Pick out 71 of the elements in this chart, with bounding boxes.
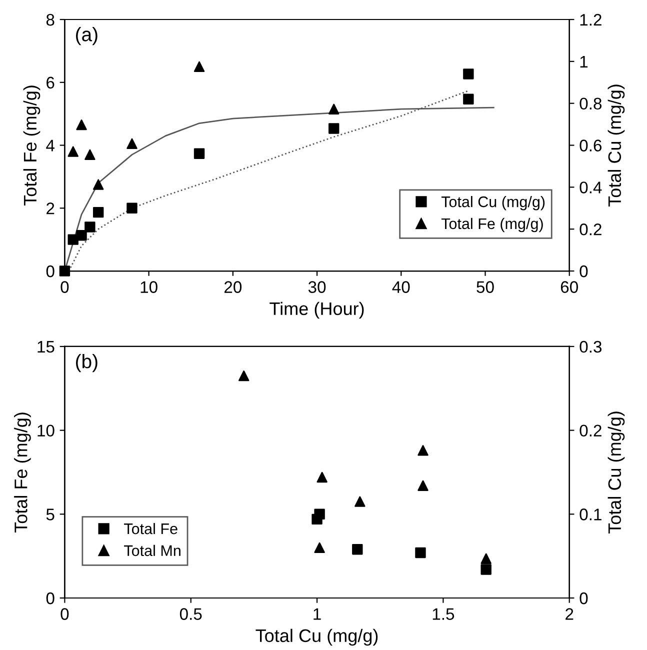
- x-tick-label: 10: [140, 281, 158, 293]
- point: [92, 179, 104, 190]
- y2-tick-label: 1.2: [580, 14, 602, 26]
- point: [59, 266, 70, 276]
- y-axis-title: Total Fe (mg/g): [23, 86, 40, 206]
- x-tick-label: 2: [566, 608, 574, 620]
- y-tick-label: 8: [46, 14, 54, 26]
- point: [194, 61, 205, 72]
- y2-tick-label: 0.1: [580, 508, 602, 520]
- y-axis-title: Total Fe (mg/g): [14, 412, 31, 533]
- y-tick-label: 15: [38, 341, 54, 353]
- annotation: (a): [76, 27, 98, 46]
- point: [418, 445, 428, 456]
- y2-tick-label: 0.6: [580, 140, 602, 152]
- point: [76, 230, 87, 241]
- x-tick-label: 40: [392, 281, 410, 293]
- point: [314, 508, 325, 520]
- point: [463, 94, 474, 104]
- point: [238, 370, 250, 382]
- y-tick-label: 0: [46, 265, 54, 278]
- y-tick-label: 4: [46, 140, 54, 152]
- x-tick-label: 20: [224, 281, 242, 293]
- y2-tick-label: 0: [580, 592, 588, 604]
- point: [194, 148, 205, 159]
- x-tick-label: 1: [314, 608, 321, 620]
- x-tick-label: 50: [476, 281, 494, 293]
- y2-axis-title: Total Cu (mg/g): [608, 84, 625, 207]
- y2-tick-label: 1: [580, 56, 588, 68]
- point: [463, 68, 474, 80]
- y-tick-label: 6: [46, 76, 54, 89]
- point: [84, 222, 96, 232]
- legend-label: Total Fe (mg/g): [441, 218, 543, 232]
- y2-tick-label: 0: [580, 265, 588, 278]
- y2-tick-label: 0.3: [580, 340, 602, 353]
- x-axis-title: Total Cu (mg/g): [256, 628, 378, 646]
- point: [480, 564, 492, 575]
- point: [314, 542, 325, 554]
- point: [328, 123, 340, 134]
- y-tick-label: 10: [38, 424, 54, 437]
- y-tick-label: 0: [46, 592, 54, 604]
- x-tick-label: 0: [60, 281, 69, 293]
- y2-axis-title: Total Cu (mg/g): [608, 412, 625, 534]
- y2-tick-label: 0.4: [580, 182, 602, 194]
- point: [354, 496, 366, 507]
- point: [415, 547, 426, 558]
- legend-label: Total Fe: [124, 522, 178, 534]
- y-tick-label: 2: [46, 202, 54, 214]
- point: [84, 149, 96, 160]
- x-tick-label: 0.5: [180, 608, 202, 620]
- y2-tick-label: 0.8: [580, 98, 602, 110]
- legend-label: Total Mn: [124, 544, 180, 556]
- legend-label: Total Cu (mg/g): [441, 196, 545, 210]
- point: [126, 202, 138, 214]
- x-tick-label: 0: [60, 608, 69, 620]
- point: [328, 104, 340, 114]
- y2-tick-label: 0.2: [580, 424, 602, 437]
- point: [480, 553, 492, 564]
- x-tick-label: 1.5: [432, 608, 454, 620]
- point: [76, 119, 87, 130]
- point: [92, 206, 104, 218]
- y-tick-label: 5: [46, 508, 54, 520]
- point: [352, 544, 363, 555]
- point: [418, 480, 428, 492]
- x-tick-label: 60: [560, 281, 578, 293]
- point: [126, 138, 138, 150]
- x-tick-label: 30: [308, 281, 326, 293]
- y2-tick-label: 0.2: [580, 224, 602, 236]
- annotation: (b): [76, 354, 98, 372]
- point: [68, 146, 78, 157]
- point: [316, 472, 328, 483]
- x-axis-title: Time (Hour): [270, 302, 364, 319]
